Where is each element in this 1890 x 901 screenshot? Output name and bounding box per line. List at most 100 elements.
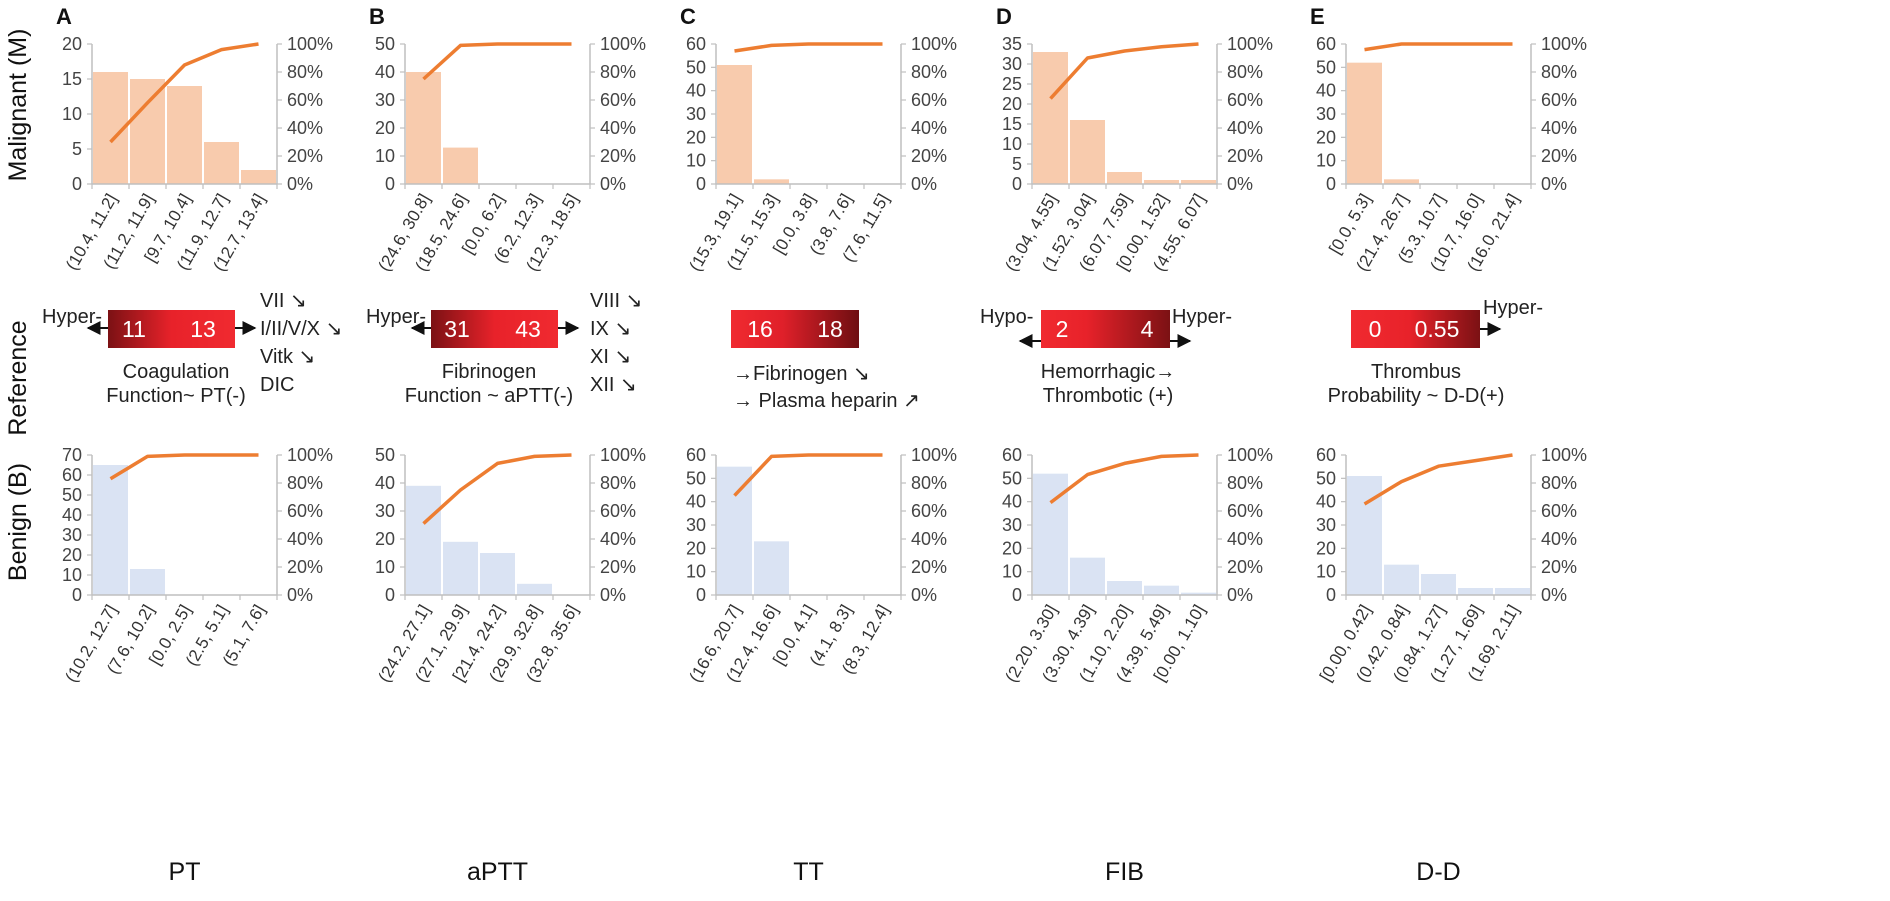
reference-E-caption-1: Thrombus	[1371, 361, 1461, 383]
reference-E-right-label: Hyper-	[1483, 297, 1543, 319]
bar-B-benign-2	[480, 553, 515, 595]
bar-E-benign-4	[1495, 588, 1530, 595]
reference-B-caption-2: Function ~ aPTT(-)	[405, 385, 573, 407]
y2tick-label-E-malignant-1: 20%	[1541, 146, 1577, 166]
y2tick-label-A-benign-1: 20%	[287, 557, 323, 577]
ytick-label-E-benign-0: 0	[1326, 585, 1336, 605]
panel-label-A: A	[56, 4, 72, 29]
y2tick-label-C-benign-5: 100%	[911, 445, 957, 465]
ytick-label-A-benign-4: 40	[62, 505, 82, 525]
y2tick-label-E-benign-1: 20%	[1541, 557, 1577, 577]
y2tick-label-B-malignant-5: 100%	[600, 34, 646, 54]
y2tick-label-E-malignant-3: 60%	[1541, 90, 1577, 110]
y2tick-label-C-malignant-5: 100%	[911, 34, 957, 54]
y2tick-label-D-malignant-1: 20%	[1227, 146, 1263, 166]
bar-D-benign-3	[1144, 585, 1179, 595]
reference-B-range-box	[431, 310, 558, 348]
reference-A: Hyper- 11 13 Coagulation Function~ PT(-)…	[42, 290, 342, 407]
ytick-label-D-malignant-5: 25	[1002, 74, 1022, 94]
ytick-label-B-malignant-1: 10	[375, 146, 395, 166]
ytick-label-D-benign-6: 60	[1002, 445, 1022, 465]
y2tick-label-D-malignant-3: 60%	[1227, 90, 1263, 110]
ytick-label-E-malignant-2: 20	[1316, 127, 1336, 147]
ytick-label-C-benign-5: 50	[686, 468, 706, 488]
ytick-label-D-benign-2: 20	[1002, 538, 1022, 558]
ytick-label-D-malignant-4: 20	[1002, 94, 1022, 114]
y2tick-label-D-benign-0: 0%	[1227, 585, 1253, 605]
y2tick-label-A-benign-0: 0%	[287, 585, 313, 605]
ytick-label-B-benign-5: 50	[375, 445, 395, 465]
reference-A-low: 11	[122, 316, 146, 342]
bar-D-benign-1	[1070, 557, 1105, 595]
reference-E-caption-2: Probability ~ D-D(+)	[1328, 385, 1505, 407]
y2tick-label-B-benign-3: 60%	[600, 501, 636, 521]
reference-B-caption-1: Fibrinogen	[442, 361, 537, 383]
ytick-label-E-benign-4: 40	[1316, 492, 1336, 512]
y2tick-label-C-benign-3: 60%	[911, 501, 947, 521]
ytick-label-A-malignant-1: 5	[72, 139, 82, 159]
ytick-label-C-malignant-0: 0	[696, 174, 706, 194]
y2tick-label-D-benign-1: 20%	[1227, 557, 1263, 577]
y2tick-label-C-benign-4: 80%	[911, 473, 947, 493]
ytick-label-C-malignant-1: 10	[686, 151, 706, 171]
cumulative-line-A-malignant	[109, 42, 259, 144]
ytick-label-D-malignant-1: 5	[1012, 154, 1022, 174]
panel-label-C: C	[680, 4, 696, 29]
reference-B-high: 43	[515, 316, 541, 342]
y2tick-label-C-malignant-1: 20%	[911, 146, 947, 166]
ytick-label-A-benign-7: 70	[62, 445, 82, 465]
y2tick-label-E-malignant-4: 80%	[1541, 62, 1577, 82]
ytick-label-D-benign-1: 10	[1002, 562, 1022, 582]
ytick-label-C-benign-4: 40	[686, 492, 706, 512]
chart-A-benign: 0102030405060700%20%40%60%80%100%(10.2, …	[62, 445, 334, 685]
ytick-label-D-benign-5: 50	[1002, 468, 1022, 488]
ytick-label-B-benign-4: 40	[375, 473, 395, 493]
ytick-label-C-benign-1: 10	[686, 562, 706, 582]
y2tick-label-C-malignant-2: 40%	[911, 118, 947, 138]
y2tick-label-E-benign-0: 0%	[1541, 585, 1567, 605]
reference-D-range-box	[1041, 310, 1170, 348]
y2tick-label-D-malignant-2: 40%	[1227, 118, 1263, 138]
ytick-label-A-benign-3: 30	[62, 525, 82, 545]
y2tick-label-C-malignant-0: 0%	[911, 174, 937, 194]
row-label-malignant: Malignant (M)	[4, 29, 32, 182]
ytick-label-B-malignant-0: 0	[385, 174, 395, 194]
ytick-label-A-benign-2: 20	[62, 545, 82, 565]
bar-A-benign-0	[93, 465, 128, 595]
y2tick-label-A-benign-5: 100%	[287, 445, 333, 465]
ytick-label-A-malignant-4: 20	[62, 34, 82, 54]
y2tick-label-B-benign-5: 100%	[600, 445, 646, 465]
bar-D-malignant-2	[1107, 172, 1142, 184]
panel-label-D: D	[996, 4, 1012, 29]
reference-A-caption-2: Function~ PT(-)	[106, 385, 245, 407]
ytick-label-A-benign-1: 10	[62, 565, 82, 585]
y2tick-label-E-malignant-5: 100%	[1541, 34, 1587, 54]
y2tick-label-B-malignant-4: 80%	[600, 62, 636, 82]
y2tick-label-B-benign-2: 40%	[600, 529, 636, 549]
bar-A-malignant-1	[130, 79, 165, 184]
cumulative-line-D-benign	[1049, 453, 1199, 504]
y2tick-label-B-benign-1: 20%	[600, 557, 636, 577]
bar-A-malignant-2	[167, 86, 202, 184]
reference-C: 16 18 →Fibrinogen ↘ → Plasma heparin ↗	[731, 310, 920, 412]
bar-B-benign-3	[517, 583, 552, 595]
reference-B: Hyper- 31 43 Fibrinogen Function ~ aPTT(…	[366, 290, 642, 407]
bar-B-benign-1	[443, 541, 478, 595]
ytick-label-C-benign-2: 20	[686, 538, 706, 558]
bar-C-benign-1	[754, 541, 789, 595]
bar-B-benign-0	[406, 485, 441, 595]
reference-A-caption-1: Coagulation	[123, 361, 230, 383]
cumulative-line-B-malignant	[422, 42, 572, 81]
ytick-label-B-malignant-4: 40	[375, 62, 395, 82]
y2tick-label-B-malignant-0: 0%	[600, 174, 626, 194]
ytick-label-E-malignant-6: 60	[1316, 34, 1336, 54]
y2tick-label-A-malignant-1: 20%	[287, 146, 323, 166]
y2tick-label-E-malignant-0: 0%	[1541, 174, 1567, 194]
ytick-label-B-malignant-5: 50	[375, 34, 395, 54]
bar-D-benign-2	[1107, 581, 1142, 595]
bar-C-malignant-1	[754, 179, 789, 184]
y2tick-label-D-benign-4: 80%	[1227, 473, 1263, 493]
y2tick-label-A-benign-3: 60%	[287, 501, 323, 521]
reference-E-high: 0.55	[1415, 316, 1460, 342]
